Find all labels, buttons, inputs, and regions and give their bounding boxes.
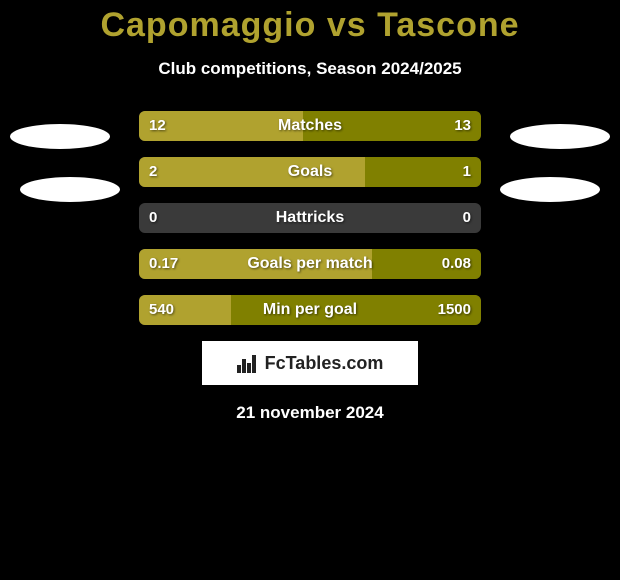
page-title: Capomaggio vs Tascone [0, 0, 620, 45]
stat-label: Goals [139, 157, 481, 187]
source-badge[interactable]: FcTables.com [202, 341, 418, 385]
stat-label: Hattricks [139, 203, 481, 233]
stat-row: 21Goals [139, 157, 481, 187]
subtitle: Club competitions, Season 2024/2025 [0, 59, 620, 79]
player-marker [500, 177, 600, 202]
player2-name: Tascone [377, 6, 519, 44]
source-text: FcTables.com [265, 353, 384, 374]
date-text: 21 november 2024 [0, 403, 620, 423]
bars-icon [237, 353, 259, 373]
stat-label: Min per goal [139, 295, 481, 325]
player-marker [510, 124, 610, 149]
stat-row: 1213Matches [139, 111, 481, 141]
player1-name: Capomaggio [100, 6, 316, 44]
stat-row: 00Hattricks [139, 203, 481, 233]
player-marker [20, 177, 120, 202]
player-marker [10, 124, 110, 149]
vs-word: vs [327, 6, 377, 44]
stat-row: 5401500Min per goal [139, 295, 481, 325]
stat-label: Goals per match [139, 249, 481, 279]
stat-row: 0.170.08Goals per match [139, 249, 481, 279]
stat-label: Matches [139, 111, 481, 141]
